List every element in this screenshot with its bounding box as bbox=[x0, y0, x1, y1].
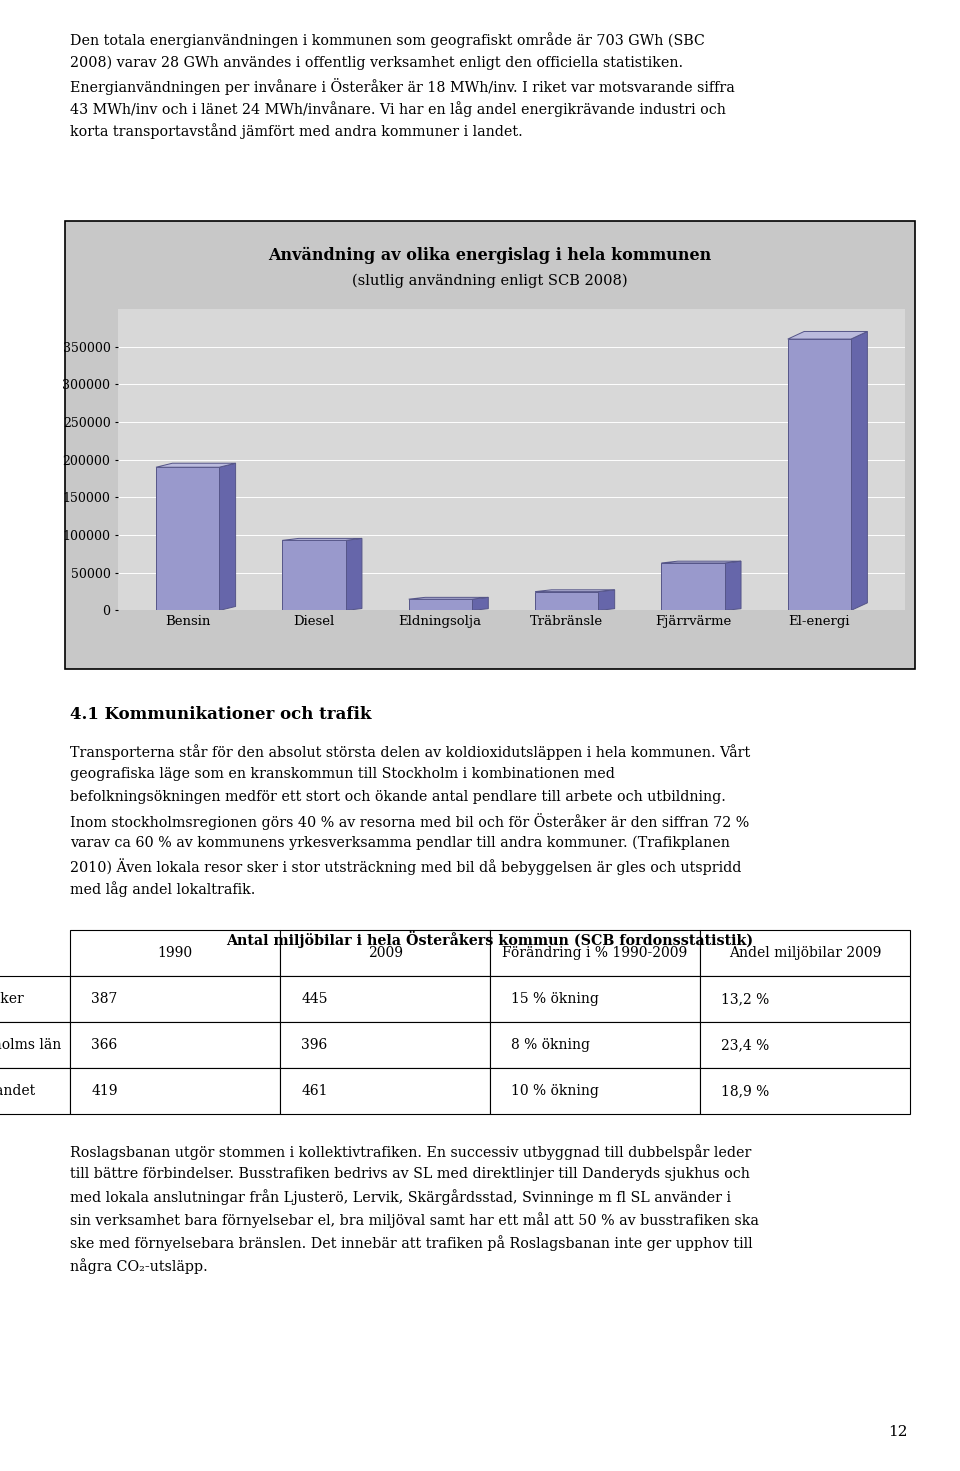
Text: ske med förnyelsebara bränslen. Det innebär att trafiken på Roslagsbanan inte ge: ske med förnyelsebara bränslen. Det inne… bbox=[70, 1236, 753, 1250]
Text: Inom stockholmsregionen görs 40 % av resorna med bil och för Österåker är den si: Inom stockholmsregionen görs 40 % av res… bbox=[70, 812, 750, 830]
Text: Transporterna står för den absolut största delen av koldioxidutsläppen i hela ko: Transporterna står för den absolut störs… bbox=[70, 744, 751, 761]
Text: Användning av olika energislag i hela kommunen: Användning av olika energislag i hela ko… bbox=[269, 247, 711, 265]
Text: 43 MWh/inv och i länet 24 MWh/invånare. Vi har en låg andel energikrävande indus: 43 MWh/inv och i länet 24 MWh/invånare. … bbox=[70, 101, 726, 116]
Text: korta transportavstånd jämfört med andra kommuner i landet.: korta transportavstånd jämfört med andra… bbox=[70, 124, 523, 140]
Text: 12: 12 bbox=[888, 1424, 907, 1439]
Text: till bättre förbindelser. Busstrafiken bedrivs av SL med direktlinjer till Dande: till bättre förbindelser. Busstrafiken b… bbox=[70, 1167, 750, 1181]
Bar bbox=[535, 591, 598, 610]
Text: Den totala energianvändningen i kommunen som geografiskt område är 703 GWh (SBC: Den totala energianvändningen i kommunen… bbox=[70, 32, 705, 49]
Polygon shape bbox=[598, 590, 614, 610]
Polygon shape bbox=[282, 538, 362, 540]
Polygon shape bbox=[346, 538, 362, 610]
Polygon shape bbox=[661, 560, 741, 563]
Polygon shape bbox=[156, 463, 235, 468]
Polygon shape bbox=[472, 597, 489, 610]
Bar bbox=[788, 338, 851, 610]
Text: Antal miljöbilar i hela Österåkers kommun (SCB fordonsstatistik): Antal miljöbilar i hela Österåkers kommu… bbox=[227, 931, 754, 947]
Text: varav ca 60 % av kommunens yrkesverksamma pendlar till andra kommuner. (Trafikpl: varav ca 60 % av kommunens yrkesverksamm… bbox=[70, 836, 730, 850]
Polygon shape bbox=[409, 597, 489, 599]
Bar bbox=[661, 563, 725, 610]
Text: 4.1 Kommunikationer och trafik: 4.1 Kommunikationer och trafik bbox=[70, 706, 372, 724]
Polygon shape bbox=[725, 560, 741, 610]
Text: några CO₂-utsläpp.: några CO₂-utsläpp. bbox=[70, 1258, 207, 1274]
Bar bbox=[282, 540, 346, 610]
Text: befolkningsökningen medför ett stort och ökande antal pendlare till arbete och u: befolkningsökningen medför ett stort och… bbox=[70, 790, 726, 805]
Text: (slutlig användning enligt SCB 2008): (slutlig användning enligt SCB 2008) bbox=[352, 274, 628, 288]
Text: med lokala anslutningar från Ljusterö, Lervik, Skärgårdsstad, Svinninge m fl SL : med lokala anslutningar från Ljusterö, L… bbox=[70, 1189, 732, 1205]
Text: med låg andel lokaltrafik.: med låg andel lokaltrafik. bbox=[70, 881, 255, 897]
Text: geografiska läge som en kranskommun till Stockholm i kombinationen med: geografiska läge som en kranskommun till… bbox=[70, 768, 615, 781]
Polygon shape bbox=[219, 463, 235, 610]
Text: Energianvändningen per invånare i Österåker är 18 MWh/inv. I riket var motsvaran: Energianvändningen per invånare i Österå… bbox=[70, 78, 734, 96]
Bar bbox=[409, 599, 472, 610]
Text: sin verksamhet bara förnyelsebar el, bra miljöval samt har ett mål att 50 % av b: sin verksamhet bara förnyelsebar el, bra… bbox=[70, 1212, 759, 1228]
Text: 2010) Även lokala resor sker i stor utsträckning med bil då bebyggelsen är gles : 2010) Även lokala resor sker i stor utst… bbox=[70, 859, 741, 875]
Polygon shape bbox=[535, 590, 614, 591]
Text: 2008) varav 28 GWh användes i offentlig verksamhet enligt den officiella statist: 2008) varav 28 GWh användes i offentlig … bbox=[70, 54, 684, 69]
Polygon shape bbox=[851, 331, 868, 610]
Text: Roslagsbanan utgör stommen i kollektivtrafiken. En successiv utbyggnad till dubb: Roslagsbanan utgör stommen i kollektivtr… bbox=[70, 1144, 752, 1159]
Polygon shape bbox=[788, 331, 868, 338]
Bar bbox=[156, 468, 219, 610]
